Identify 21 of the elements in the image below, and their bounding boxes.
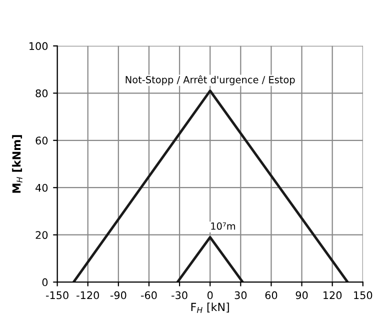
x-tick-label: 90 bbox=[296, 291, 308, 300]
y-tick-label: 80 bbox=[36, 89, 48, 98]
x-tick-label: 150 bbox=[354, 291, 372, 300]
y-tick-label: 40 bbox=[36, 184, 48, 192]
y-tick-label: 0 bbox=[42, 278, 48, 286]
x-tick-label: 30 bbox=[234, 291, 247, 300]
y-tick-label: 100 bbox=[30, 42, 48, 50]
y-tick-label: 60 bbox=[36, 136, 48, 144]
x-tick-label: -150 bbox=[46, 291, 68, 300]
x-tick-label: -60 bbox=[140, 291, 157, 300]
y-axis-title: M$_{H}$ [kNm] bbox=[12, 135, 22, 193]
x-tick-label: -90 bbox=[110, 291, 126, 300]
annotation: 10⁷m bbox=[211, 222, 236, 230]
x-tick-label: -30 bbox=[172, 291, 188, 300]
x-tick-label: -120 bbox=[76, 291, 99, 300]
annotation: Not-Stopp / Arrêt d'urgence / Estop bbox=[126, 75, 295, 86]
x-axis-title: F$_{H}$ [kN] bbox=[191, 302, 229, 313]
x-tick-label: 120 bbox=[324, 291, 342, 300]
x-tick-label: 0 bbox=[207, 291, 213, 300]
y-tick-label: 20 bbox=[36, 231, 48, 239]
x-tick-label: 60 bbox=[265, 291, 278, 300]
